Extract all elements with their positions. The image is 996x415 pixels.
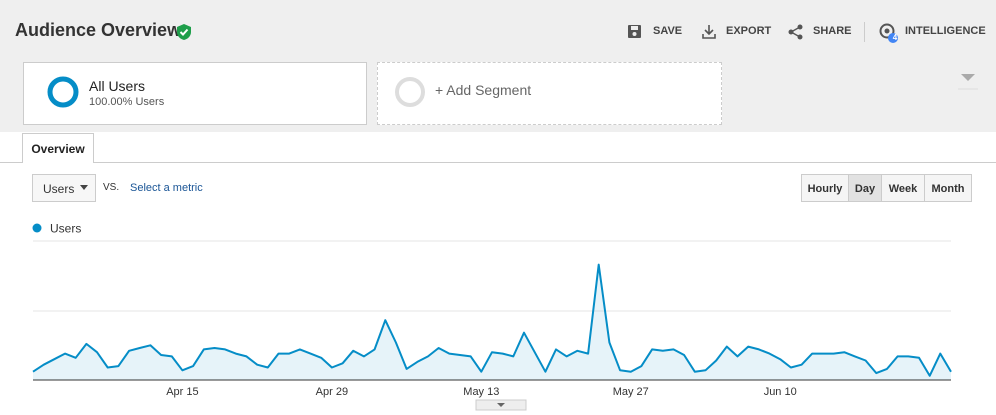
legend-label: Users <box>50 222 81 236</box>
intelligence-badge: 4 <box>892 33 898 42</box>
x-tick-label: May 13 <box>463 386 499 398</box>
segment-ring <box>47 76 79 108</box>
export-icon[interactable] <box>701 24 717 40</box>
month-button[interactable]: Month <box>924 174 972 202</box>
intelligence-button[interactable]: INTELLIGENCE <box>905 25 986 37</box>
x-tick-label: May 27 <box>613 386 649 398</box>
tab-rule <box>0 162 996 163</box>
add-segment-ring <box>395 77 425 107</box>
collapse-toggle[interactable] <box>958 70 978 90</box>
segment-card[interactable] <box>23 62 367 125</box>
export-button[interactable]: EXPORT <box>726 25 772 37</box>
series-area <box>33 264 951 380</box>
segment-detail: 100.00% Users <box>89 96 165 108</box>
legend-marker <box>32 223 42 233</box>
segment-name: All Users <box>89 78 146 94</box>
overview-tab[interactable]: Overview <box>22 133 94 163</box>
vs-label: VS. <box>103 182 120 193</box>
day-button[interactable]: Day <box>848 174 882 202</box>
page-title: Audience Overview <box>15 20 182 40</box>
divider <box>864 22 865 42</box>
x-tick-label: Apr 15 <box>166 386 198 398</box>
save-icon[interactable] <box>627 24 642 39</box>
chart-toggle-arrow <box>497 403 505 407</box>
x-tick-label: Apr 29 <box>316 386 348 398</box>
add-segment-card[interactable] <box>377 62 722 125</box>
save-button[interactable]: SAVE <box>653 25 683 37</box>
hourly-button[interactable]: Hourly <box>801 174 849 202</box>
x-tick-label: Jun 10 <box>764 386 797 398</box>
share-icon[interactable] <box>788 24 804 40</box>
share-button[interactable]: SHARE <box>813 25 852 37</box>
chart: Users Apr 15 Apr 29 May 13 May 27 Jun 10 <box>32 222 952 411</box>
verified-icon <box>177 24 191 40</box>
series-line <box>32 263 952 377</box>
week-button[interactable]: Week <box>881 174 925 202</box>
intelligence-icon[interactable] <box>878 22 900 44</box>
add-segment[interactable]: + Add Segment <box>435 82 532 98</box>
select-metric[interactable]: Select a metric <box>130 182 203 194</box>
dropdown-arrow <box>80 185 88 190</box>
metric-select[interactable]: Users <box>32 174 96 202</box>
